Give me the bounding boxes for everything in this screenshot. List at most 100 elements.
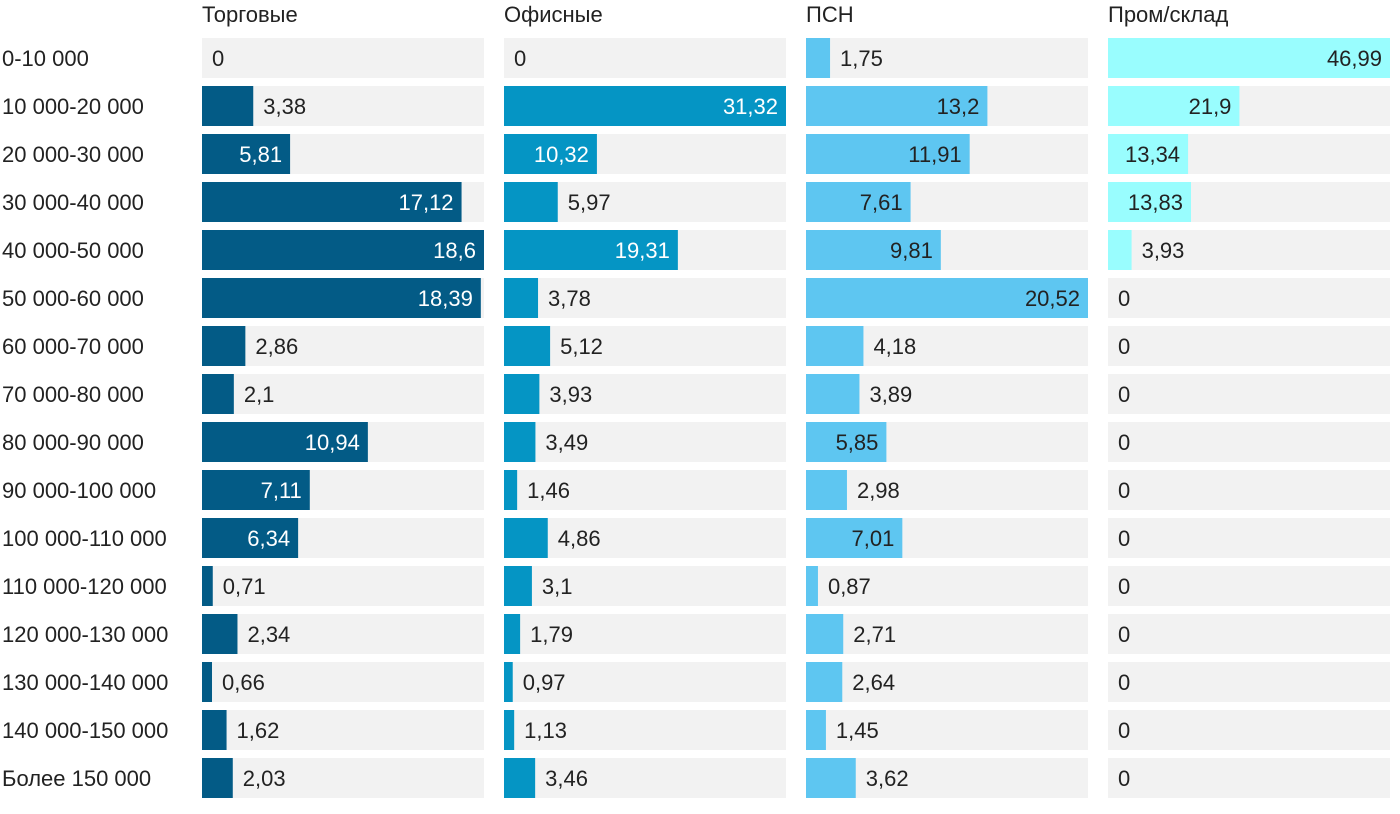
bar [202,662,213,702]
data-label: 5,97 [568,190,611,215]
bar-track [504,470,786,510]
category-label: 20 000-30 000 [2,142,144,167]
data-label: 2,03 [243,766,286,791]
bar [202,518,299,558]
bar [202,422,368,462]
data-label: 5,12 [560,334,603,359]
data-label: 3,93 [549,382,592,407]
data-label: 18,39 [418,286,473,311]
bar-track [1108,230,1390,270]
bar-track [1108,566,1390,606]
bar [504,230,678,270]
series-title: Офисные [504,2,603,27]
data-label: 0 [1118,718,1130,743]
bar [806,662,843,702]
data-label: 0 [1118,334,1130,359]
data-label: 13,2 [937,94,980,119]
data-label: 3,46 [545,766,588,791]
category-label: 90 000-100 000 [2,478,156,503]
data-label: 0 [1118,382,1130,407]
bar-track [1108,374,1390,414]
category-label: 100 000-110 000 [2,526,167,551]
bar-track [202,758,484,798]
bar-track [202,662,484,702]
category-label: Более 150 000 [2,766,151,791]
bar-track [202,38,484,78]
bar-track [806,710,1088,750]
data-label: 9,81 [890,238,933,263]
data-label: 13,83 [1128,190,1183,215]
data-label: 17,12 [398,190,453,215]
category-label: 110 000-120 000 [2,574,167,599]
bar-track [504,38,786,78]
category-label: 130 000-140 000 [2,670,168,695]
bar-track [504,710,786,750]
bar [504,422,536,462]
bar-track [504,566,786,606]
data-label: 4,86 [558,526,601,551]
bar [504,278,539,318]
bar-track [504,278,786,318]
bar [806,470,847,510]
bar [202,278,481,318]
bar [202,566,213,606]
data-label: 3,93 [1142,238,1185,263]
category-label: 0-10 000 [2,46,89,71]
data-label: 20,52 [1025,286,1080,311]
data-label: 0 [1118,622,1130,647]
bar [1108,230,1132,270]
bar [806,230,941,270]
series-title: ПСН [806,2,854,27]
bar [202,182,462,222]
bar [504,86,786,126]
bar-track [1108,326,1390,366]
data-label: 0 [1118,286,1130,311]
data-label: 19,31 [615,238,670,263]
bar [202,230,484,270]
bar-track [1108,614,1390,654]
data-label: 13,34 [1125,142,1180,167]
bar [806,518,903,558]
bar-track [504,518,786,558]
data-label: 0 [212,46,224,71]
bar [202,470,310,510]
bar-track [806,470,1088,510]
bar-track [1108,422,1390,462]
bar [504,710,515,750]
data-label: 5,81 [239,142,282,167]
bar [504,758,536,798]
bar-track [1108,758,1390,798]
data-label: 1,75 [840,46,883,71]
bar [202,710,227,750]
bar [202,758,233,798]
data-label: 2,64 [852,670,895,695]
data-label: 0 [1118,478,1130,503]
series-title: Торговые [202,2,298,27]
data-label: 0 [1118,526,1130,551]
data-label: 1,46 [527,478,570,503]
bar-track [504,422,786,462]
data-label: 0,97 [523,670,566,695]
bar [504,182,558,222]
data-label: 21,9 [1189,94,1232,119]
bar-track [806,614,1088,654]
bar [504,470,518,510]
data-label: 2,71 [853,622,896,647]
data-label: 4,18 [873,334,916,359]
data-label: 7,11 [261,478,302,503]
series-title: Пром/склад [1108,2,1228,27]
category-label: 30 000-40 000 [2,190,144,215]
bar [202,86,254,126]
bar [806,86,988,126]
data-label: 10,94 [305,430,360,455]
data-label: 0 [514,46,526,71]
category-label: 140 000-150 000 [2,718,168,743]
category-label: 50 000-60 000 [2,286,144,311]
bar [1108,86,1240,126]
data-label: 5,85 [836,430,879,455]
bar-track [1108,470,1390,510]
bar-track [504,758,786,798]
bar [504,134,597,174]
data-label: 11,91 [908,142,961,167]
bar-track [202,710,484,750]
